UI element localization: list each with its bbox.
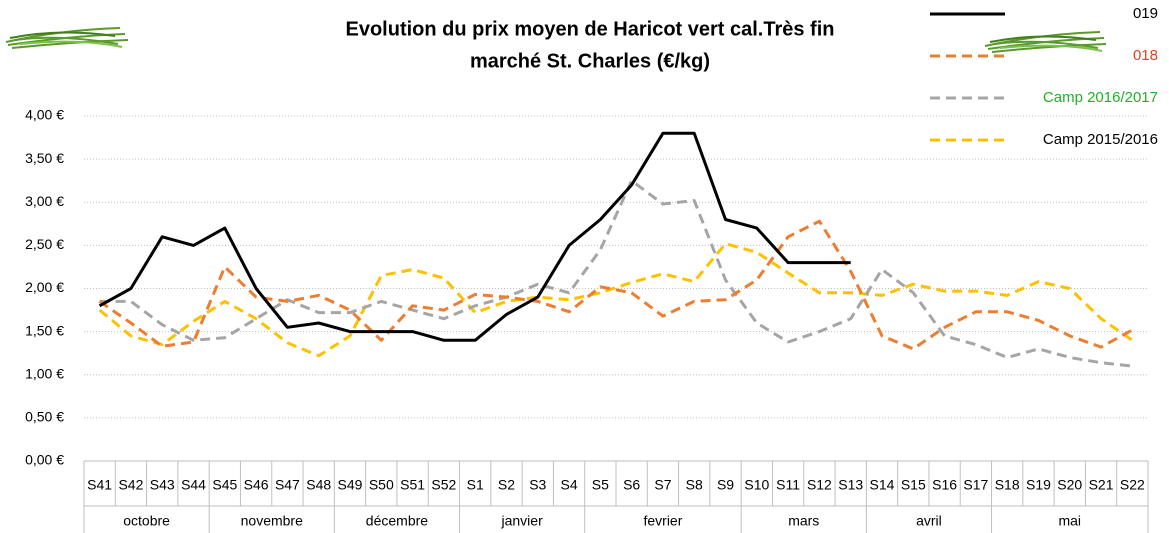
chart-title: Evolution du prix moyen de Haricot vert … (345, 18, 834, 40)
group-label: novembre (241, 513, 303, 529)
x-tick-label: S52 (431, 477, 456, 493)
x-tick-label: S19 (1026, 477, 1051, 493)
x-tick-label: S4 (560, 477, 577, 493)
legend-label: Camp 2015/2016 (1043, 131, 1158, 148)
x-tick-label: S13 (838, 477, 863, 493)
series-line (100, 244, 1133, 356)
x-tick-label: S8 (686, 477, 703, 493)
y-tick-label: 1,50 € (25, 322, 64, 338)
x-tick-label: S50 (369, 477, 394, 493)
group-label: avril (916, 513, 942, 529)
bean-image-right (985, 32, 1106, 52)
y-tick-label: 0,50 € (25, 409, 64, 425)
x-tick-label: S11 (776, 477, 800, 493)
group-label: octobre (123, 513, 170, 529)
legend-label: 019 (1133, 5, 1158, 22)
x-tick-label: S12 (807, 477, 832, 493)
bean-image-left (6, 28, 128, 48)
x-tick-label: S42 (118, 477, 143, 493)
x-tick-label: S46 (244, 477, 269, 493)
x-tick-label: S7 (654, 477, 671, 493)
x-tick-label: S15 (901, 477, 926, 493)
x-tick-label: S48 (306, 477, 331, 493)
x-tick-label: S47 (275, 477, 300, 493)
x-tick-label: S9 (717, 477, 734, 493)
x-tick-label: S2 (498, 477, 515, 493)
chart: Evolution du prix moyen de Haricot vert … (0, 0, 1169, 533)
x-tick-label: S1 (467, 477, 484, 493)
series-line (100, 181, 1133, 366)
x-tick-label: S21 (1089, 477, 1114, 493)
x-tick-label: S49 (338, 477, 363, 493)
group-label: fevrier (643, 513, 682, 529)
y-tick-label: 3,00 € (25, 193, 64, 209)
x-tick-label: S18 (995, 477, 1020, 493)
group-label: mai (1058, 513, 1081, 529)
y-tick-label: 2,00 € (25, 279, 64, 295)
chart-title: marché St. Charles (€/kg) (470, 50, 710, 72)
group-label: décembre (366, 513, 428, 529)
group-label: mars (788, 513, 819, 529)
y-tick-label: 4,00 € (25, 107, 64, 123)
y-tick-label: 3,50 € (25, 150, 64, 166)
x-tick-label: S6 (623, 477, 640, 493)
x-tick-label: S14 (870, 477, 895, 493)
x-tick-label: S45 (212, 477, 237, 493)
y-tick-label: 1,00 € (25, 365, 64, 381)
legend-label: Camp 2016/2017 (1043, 89, 1158, 106)
legend-label: 018 (1133, 47, 1158, 64)
x-tick-label: S51 (400, 477, 425, 493)
x-tick-label: S20 (1057, 477, 1082, 493)
y-tick-label: 0,00 € (25, 452, 64, 468)
x-tick-label: S16 (932, 477, 957, 493)
group-label: janvier (500, 513, 543, 529)
x-tick-label: S44 (181, 477, 206, 493)
x-tick-label: S17 (963, 477, 988, 493)
x-tick-label: S41 (87, 477, 112, 493)
x-tick-label: S43 (150, 477, 175, 493)
x-tick-label: S5 (592, 477, 609, 493)
x-tick-label: S10 (744, 477, 769, 493)
y-tick-label: 2,50 € (25, 236, 64, 252)
x-tick-label: S3 (529, 477, 546, 493)
x-tick-label: S22 (1120, 477, 1145, 493)
